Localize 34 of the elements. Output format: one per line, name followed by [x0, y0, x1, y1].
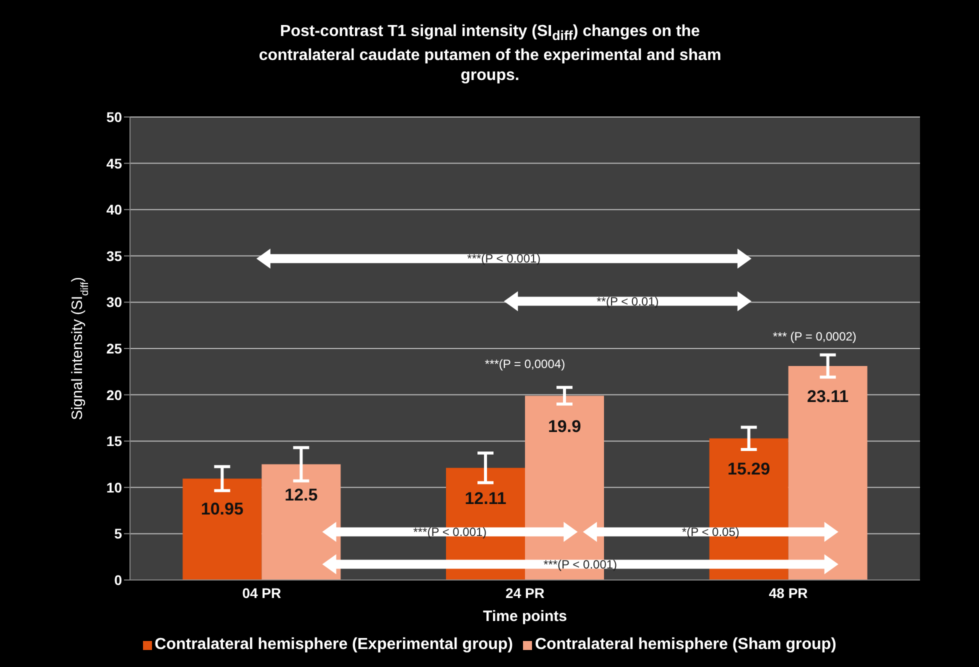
- bar: [788, 366, 868, 580]
- x-tick-label: 04 PR: [242, 584, 282, 601]
- legend-label: Contralateral hemisphere (Experimental group): [154, 636, 513, 654]
- data-label: 12.5: [284, 485, 318, 504]
- data-label: 19.9: [548, 416, 582, 436]
- y-tick-label: 25: [106, 340, 122, 356]
- y-tick-label: 0: [114, 572, 122, 588]
- chart-title: Post-contrast T1 signal intensity (SI$_{diff}$) changes on the contralateral caudate putamen of the experimental and sham groups.: [258, 22, 722, 86]
- y-tick-label: 45: [106, 155, 122, 172]
- y-tick-label: 10: [106, 479, 122, 496]
- annotation: *(P < 0.05): [682, 524, 740, 539]
- y-tick-label: 15: [106, 433, 122, 450]
- legend-label: Contralateral hemisphere (Sham group): [534, 636, 836, 654]
- bar: [182, 478, 262, 580]
- x-tick-label: 48 PR: [768, 584, 808, 601]
- data-label: 10.95: [200, 500, 244, 519]
- y-tick-label: 50: [106, 108, 122, 125]
- annotation: ***(P < 0.001): [544, 557, 618, 572]
- bar: [262, 464, 341, 580]
- x-axis-title: Time points: [482, 608, 568, 625]
- annotation: ***(P < 0.001): [413, 524, 487, 539]
- y-tick-label: 5: [114, 526, 122, 542]
- annotation: *** (P = 0,0002): [772, 329, 856, 344]
- y-tick-label: 20: [106, 386, 122, 403]
- annotation: ***(P < 0.001): [467, 252, 541, 266]
- annotation: **(P < 0.01): [596, 294, 659, 308]
- y-tick-label: 35: [106, 248, 122, 264]
- x-tick-label: 24 PR: [506, 584, 544, 601]
- annotation: ***(P = 0,0004): [484, 357, 566, 372]
- data-label: 15.29: [728, 459, 770, 478]
- data-label: 23.11: [807, 387, 849, 406]
- y-tick-label: 40: [106, 202, 122, 218]
- y-tick-label: 30: [106, 294, 122, 310]
- data-label: 12.11: [464, 488, 506, 508]
